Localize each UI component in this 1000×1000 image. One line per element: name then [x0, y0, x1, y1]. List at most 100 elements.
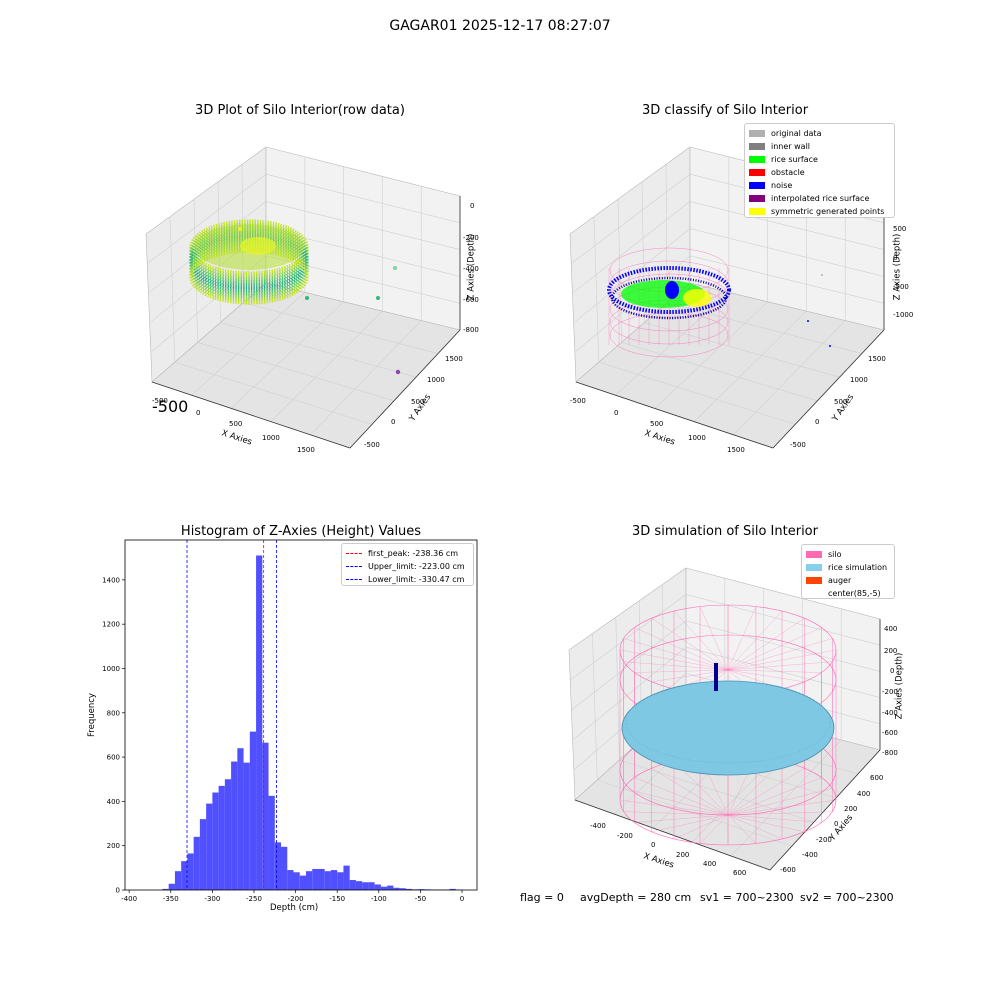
- histogram-y-tick-7: 1400: [102, 576, 120, 584]
- histogram-bar-30: [349, 880, 356, 890]
- cls3d-left-h-gridline-1: [571, 173, 691, 264]
- sim3d-rice-mesh: [625, 680, 831, 764]
- cls3d-y-tick-0: -500: [790, 441, 806, 449]
- raw3d-y-tick-3: 1000: [427, 376, 445, 384]
- sim3d-left-h-gridline-2: [571, 620, 687, 711]
- sim-legend-swatch-1: [806, 564, 822, 571]
- histogram-bar-6: [199, 819, 207, 890]
- histogram-bar-7: [206, 803, 213, 890]
- histogram-bar-37: [393, 887, 400, 890]
- cls-legend-item-3: obstacle: [749, 166, 889, 179]
- cls-legend-swatch-3: [749, 169, 765, 176]
- histogram-y-tick-6: 1200: [102, 621, 120, 629]
- sim-legend-label-1: rice simulation: [828, 563, 888, 572]
- sim-legend-label-3: center(85,-5): [828, 589, 881, 598]
- histogram-bar-11: [231, 761, 238, 890]
- cls3d-y-tick-2: 500: [834, 398, 848, 406]
- histogram-x-tick-4: -200: [288, 895, 304, 903]
- sim3d-silo-floor-4: [727, 814, 783, 840]
- hist-legend-line-1: [346, 566, 362, 567]
- cls3d-original-point: [821, 274, 823, 276]
- histogram-bar-15: [256, 555, 263, 890]
- hist-legend-item-2: Lower_limit: -330.47 cm: [346, 573, 468, 586]
- raw3d-outlier-point-0: [305, 296, 309, 300]
- sim-legend-item-0: silo: [806, 548, 889, 561]
- cls3d-left-h-gridline-4: [574, 255, 691, 353]
- sim-legend-item-3: center(85,-5): [806, 587, 889, 600]
- raw3d-wall-ring-9: [189, 246, 309, 302]
- sim3d-y-tick-6: 600: [870, 774, 884, 782]
- sim3d-geometry: [619, 604, 837, 846]
- histogram-bar-41: [418, 889, 425, 890]
- status-sv1: sv1 = 700~2300: [700, 891, 794, 904]
- cls3d-left-v-gridline-1: [593, 216, 600, 363]
- histogram-y-tick-1: 200: [107, 842, 120, 850]
- cls-legend-swatch-4: [749, 182, 765, 189]
- sim3d-z-tick-4: -400: [882, 709, 898, 717]
- sim3d-z-tick-3: -200: [882, 688, 898, 696]
- simulation3d-title: 3D simulation of Silo Interior: [632, 524, 818, 539]
- raw3d-y-axis-line: [349, 329, 461, 449]
- raw3d-x-tick-3: 1000: [262, 434, 280, 442]
- histogram-bar-28: [337, 872, 344, 890]
- sim3d-silo-floor-11: [623, 811, 729, 816]
- raw3d-floor-a-gridline-3: [220, 322, 417, 378]
- histogram-bar-36: [387, 885, 394, 890]
- raw3d-wall-ring-6: [189, 237, 309, 293]
- raw3d-z-tick-2: -400: [463, 265, 479, 273]
- sim-legend-label-2: auger: [828, 576, 852, 585]
- histogram-bar-8: [212, 792, 219, 890]
- sim3d-x-tick-5: 600: [733, 869, 747, 877]
- raw3d-title: 3D Plot of Silo Interior(row data): [195, 103, 405, 118]
- cls-legend-item-1: inner wall: [749, 140, 889, 153]
- histogram-bar-38: [399, 888, 406, 890]
- raw3d-y-tick-1: 0: [391, 418, 396, 426]
- raw3d-y-tick-0: -500: [364, 441, 380, 449]
- histogram-x-tick-2: -300: [204, 895, 220, 903]
- cls3d-y-tick-4: 1500: [868, 355, 886, 363]
- raw3d-floor-a-gridline-2: [197, 342, 395, 402]
- histogram-bar-18: [274, 842, 282, 890]
- histogram-bar-21: [293, 872, 300, 890]
- histogram-bar-13: [243, 762, 250, 890]
- cls3d-z-tick-0: 500: [893, 225, 907, 233]
- cls3d-x-tick-0: -500: [570, 397, 586, 405]
- histogram-bar-9: [218, 785, 225, 890]
- cls3d-y-tick-3: 1000: [850, 376, 868, 384]
- sim3d-left-v-gridline-2: [615, 617, 620, 761]
- sim3d-silo-floor-13: [623, 788, 729, 816]
- sim3d-back-h-gridline-1: [685, 594, 881, 646]
- raw3d-floor-b-gridline-3: [270, 310, 383, 422]
- cls3d-points: [607, 247, 831, 358]
- cls-legend-label-5: interpolated rice surface: [771, 194, 870, 203]
- raw3d-x-axis-line: [151, 381, 351, 449]
- raw3d-x-tick-0: -500: [152, 397, 189, 416]
- sim-legend-item-2: auger: [806, 574, 889, 587]
- raw3d-wall-ring-0: [189, 219, 309, 275]
- cls3d-floor-b-gridline-3: [693, 310, 807, 422]
- histogram-bar-10: [224, 779, 232, 890]
- cls-legend-swatch-5: [749, 195, 765, 202]
- sim3d-silo-roof-10: [634, 669, 729, 673]
- raw3d-floor-a-gridline-4: [243, 302, 439, 354]
- cls3d-back-h-gridline-4: [689, 255, 885, 304]
- sim3d-z-tick-1: 200: [884, 647, 898, 655]
- histogram-x-tick-1: -350: [163, 895, 179, 903]
- cls3d-left-h-gridline-2: [572, 201, 691, 294]
- cls3d-noise-point-0: [807, 320, 809, 322]
- hist-legend-label-0: first_peak: -238.36 cm: [368, 549, 459, 558]
- sim3d-x-tick-1: -200: [617, 832, 633, 840]
- hist-legend-item-1: Upper_limit: -223.00 cm: [346, 560, 468, 573]
- sim3d-silo-floor-9: [651, 814, 729, 833]
- classify3d-title: 3D classify of Silo Interior: [641, 103, 809, 118]
- raw3d-wall-ring-7: [189, 240, 309, 296]
- sim-legend-label-0: silo: [828, 550, 842, 559]
- cls-legend-label-4: noise: [771, 181, 793, 190]
- histogram-x-tick-8: 0: [460, 895, 464, 903]
- raw3d-back-h-gridline-3: [265, 228, 461, 277]
- sim3d-silo-floor-22: [727, 777, 822, 816]
- sim3d-silo-floor-7: [699, 814, 729, 844]
- sim3d-y-tick-4: 200: [844, 805, 858, 813]
- cls-legend-swatch-6: [749, 208, 765, 215]
